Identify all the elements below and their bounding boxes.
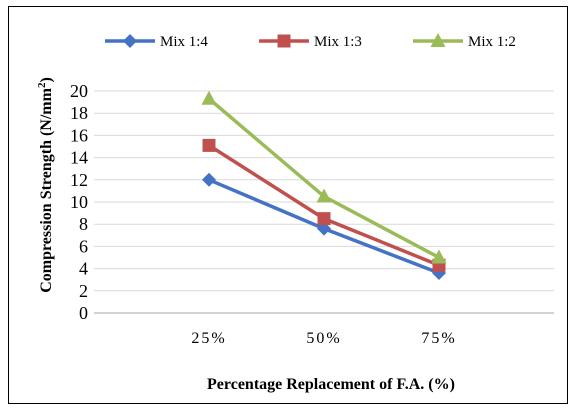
series-line-mix-1-3 (208, 143, 440, 267)
y-axis-title: Compression Strength (N/mm2) (36, 77, 55, 293)
chart-frame: 0 2 4 6 8 10 12 14 16 18 20 25% 50% 75% Mix 1:4 Mix 1… (8, 6, 568, 404)
y-tick-label: 14 (70, 148, 88, 168)
y-tick-label: 2 (79, 281, 88, 301)
x-tick-labels: 25% 50% 75% (191, 330, 456, 347)
y-axis-title-text: Compression Strength (N/mm (38, 87, 55, 292)
y-axis-title-sup: 2 (36, 82, 48, 88)
legend-marker-mix-1-4 (123, 34, 137, 48)
y-axis-title-close: ) (38, 77, 55, 82)
data-point-mix-1-3 (317, 212, 331, 226)
x-tick-label: 50% (306, 330, 341, 347)
legend-label-mix-1-3: Mix 1:3 (314, 34, 362, 50)
x-tick-label: 75% (421, 330, 456, 347)
y-tick-label: 6 (79, 236, 88, 256)
data-point-mix-1-4 (202, 172, 216, 187)
legend-marker-mix-1-2 (430, 33, 446, 47)
y-tick-label: 16 (70, 125, 88, 145)
x-tick-label: 25% (191, 330, 226, 347)
y-tick-label: 10 (70, 192, 88, 212)
y-tick-label: 4 (79, 259, 88, 279)
legend: Mix 1:4 Mix 1:3 Mix 1:2 (105, 33, 516, 50)
y-tick-label: 0 (79, 303, 88, 323)
y-tick-label: 8 (79, 214, 88, 234)
data-point-mix-1-2 (431, 249, 447, 264)
data-point-mix-1-3 (202, 138, 216, 152)
legend-label-mix-1-4: Mix 1:4 (160, 34, 208, 50)
y-tick-label: 18 (70, 103, 88, 123)
legend-label-mix-1-2: Mix 1:2 (468, 34, 516, 50)
series-lines (201, 90, 447, 281)
data-point-mix-1-2 (201, 90, 217, 105)
y-tick-label: 20 (70, 81, 88, 101)
x-axis-title: Percentage Replacement of F.A. (%) (207, 376, 455, 393)
data-point-mix-1-2 (316, 188, 332, 203)
legend-marker-mix-1-3 (277, 34, 291, 48)
y-tick-label: 12 (70, 170, 88, 190)
